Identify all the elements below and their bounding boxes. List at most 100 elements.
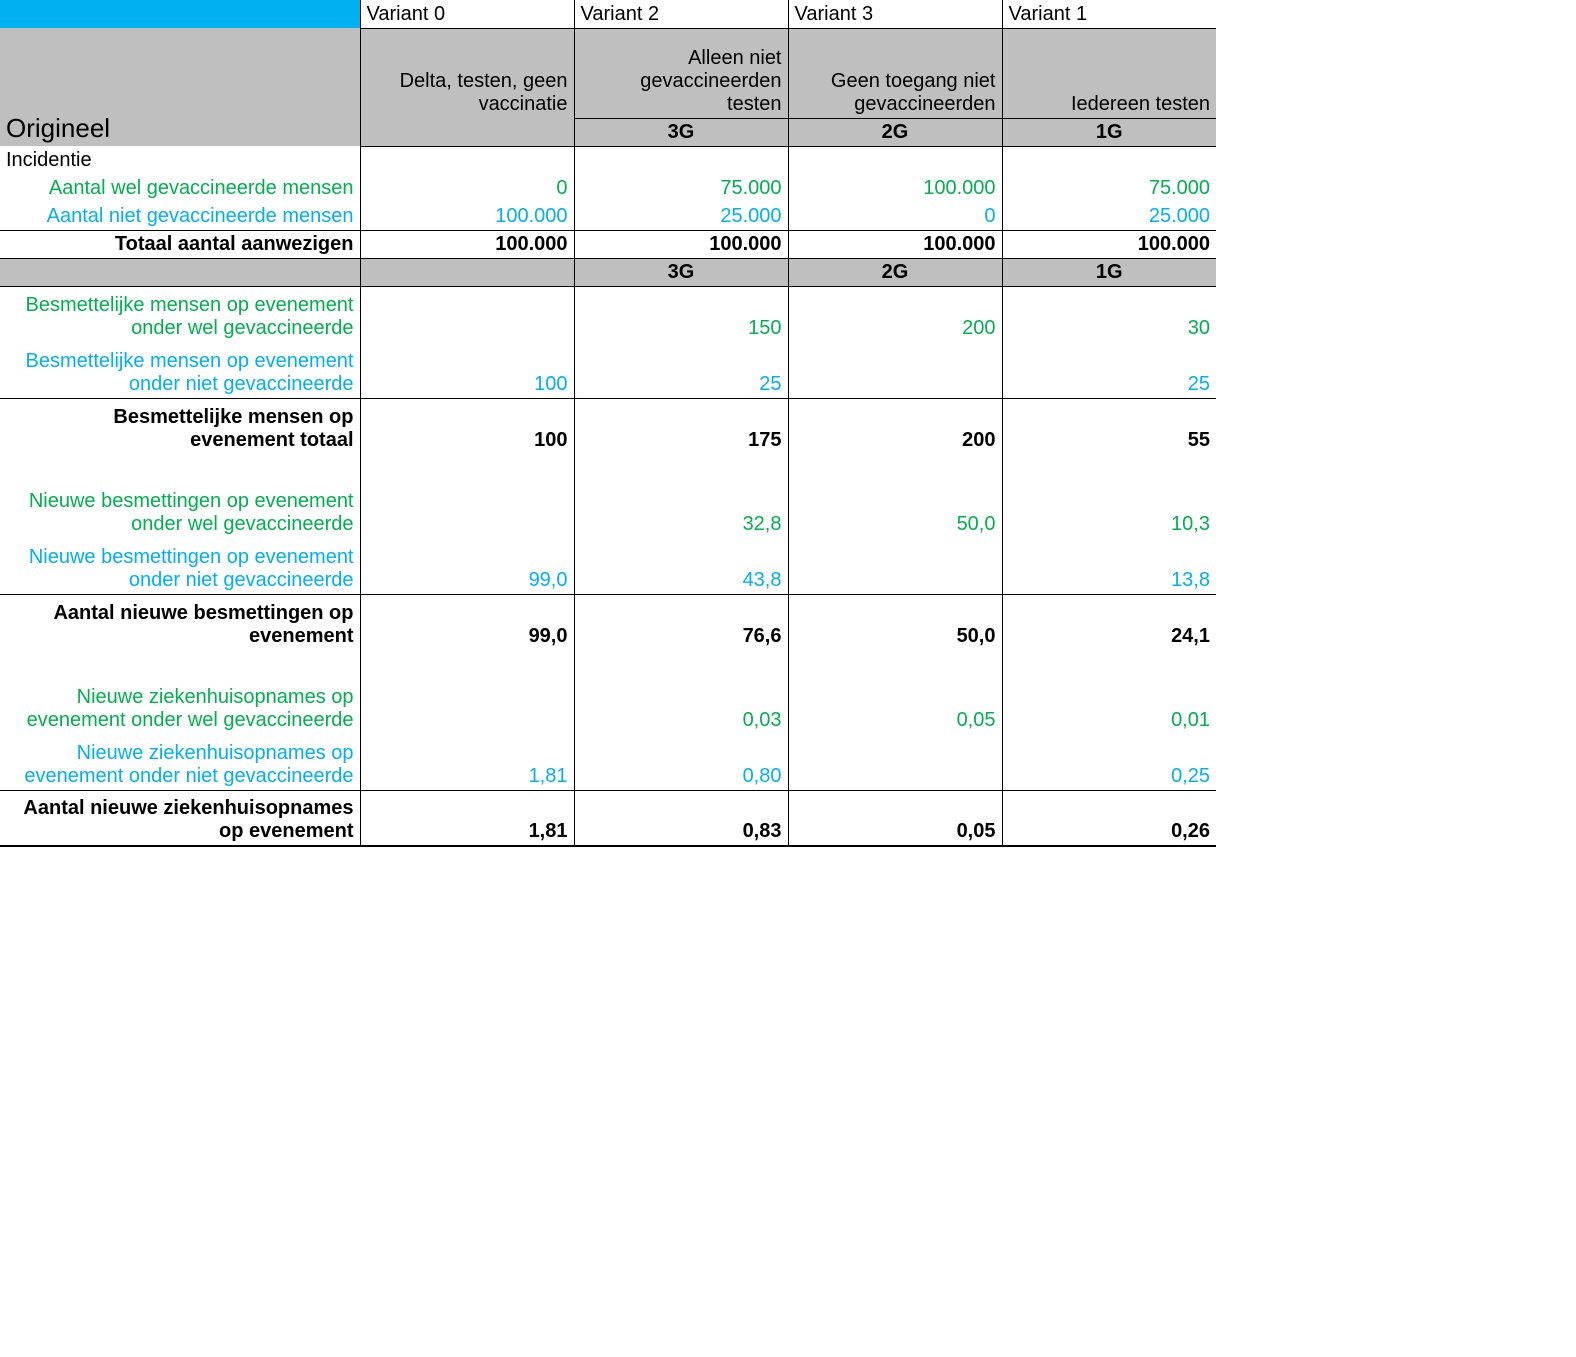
inc-unvacc-v1: 25.000 bbox=[1002, 202, 1216, 230]
nbesm-total-v2: 76,6 bbox=[574, 594, 788, 650]
inc-unvacc-v0: 100.000 bbox=[360, 202, 574, 230]
nbesm-total-v1: 24,1 bbox=[1002, 594, 1216, 650]
origineel-text: Origineel bbox=[6, 113, 110, 143]
desc-variant-0: Delta, testen, geen vaccinatie bbox=[360, 28, 574, 118]
nbesm-total-v0: 99,0 bbox=[360, 594, 574, 650]
inc-vacc-v1: 75.000 bbox=[1002, 174, 1216, 202]
spacer-row-1 bbox=[0, 454, 1216, 482]
nbesm-total-label: Aantal nieuwe besmettingen op evenement bbox=[0, 594, 360, 650]
nbesm-vacc-v3: 50,0 bbox=[788, 482, 1002, 538]
mid-g-0 bbox=[360, 258, 574, 286]
incidentie-unvacc-row: Aantal niet gevaccineerde mensen 100.000… bbox=[0, 202, 1216, 230]
origineel-label: Origineel bbox=[0, 28, 360, 146]
besm-unvacc-label: Besmettelijke mensen op evenement onder … bbox=[0, 342, 360, 398]
desc-variant-1: Iedereen testen bbox=[1002, 28, 1216, 118]
inc-total-v1: 100.000 bbox=[1002, 230, 1216, 258]
zh-unvacc-label: Nieuwe ziekenhuisopnames op evenement on… bbox=[0, 734, 360, 790]
header-descriptions-row: Origineel Delta, testen, geen vaccinatie… bbox=[0, 28, 1216, 118]
inc-unvacc-label: Aantal niet gevaccineerde mensen bbox=[0, 202, 360, 230]
mid-g-1g: 1G bbox=[1002, 258, 1216, 286]
inc-unvacc-v2: 25.000 bbox=[574, 202, 788, 230]
mid-g-2g: 2G bbox=[788, 258, 1002, 286]
inc-unvacc-v3: 0 bbox=[788, 202, 1002, 230]
header-variant-3: Variant 3 bbox=[788, 0, 1002, 28]
zh-vacc-v1: 0,01 bbox=[1002, 678, 1216, 734]
inc-total-v2: 100.000 bbox=[574, 230, 788, 258]
spacer-row-2 bbox=[0, 650, 1216, 678]
nbesm-unvacc-v1: 13,8 bbox=[1002, 538, 1216, 594]
besm-total-label: Besmettelijke mensen op evenement totaal bbox=[0, 398, 360, 454]
nbesm-total-row: Aantal nieuwe besmettingen op evenement … bbox=[0, 594, 1216, 650]
besm-unvacc-v1: 25 bbox=[1002, 342, 1216, 398]
zh-total-row: Aantal nieuwe ziekenhuisopnames op evene… bbox=[0, 790, 1216, 846]
zh-vacc-v0 bbox=[360, 678, 574, 734]
inc-vacc-label: Aantal wel gevaccineerde mensen bbox=[0, 174, 360, 202]
inc-total-v0: 100.000 bbox=[360, 230, 574, 258]
incidentie-vacc-row: Aantal wel gevaccineerde mensen 0 75.000… bbox=[0, 174, 1216, 202]
besm-total-row: Besmettelijke mensen op evenement totaal… bbox=[0, 398, 1216, 454]
nbesm-vacc-v0 bbox=[360, 482, 574, 538]
header-blank bbox=[0, 0, 360, 28]
nbesm-unvacc-row: Nieuwe besmettingen op evenement onder n… bbox=[0, 538, 1216, 594]
nbesm-vacc-v1: 10,3 bbox=[1002, 482, 1216, 538]
zh-total-v1: 0,26 bbox=[1002, 790, 1216, 846]
g-label-3g: 3G bbox=[574, 118, 788, 146]
nbesm-unvacc-label: Nieuwe besmettingen op evenement onder n… bbox=[0, 538, 360, 594]
zh-vacc-label: Nieuwe ziekenhuisopnames op evenement on… bbox=[0, 678, 360, 734]
zh-total-v2: 0,83 bbox=[574, 790, 788, 846]
zh-unvacc-v3 bbox=[788, 734, 1002, 790]
zh-total-label: Aantal nieuwe ziekenhuisopnames op evene… bbox=[0, 790, 360, 846]
desc-variant-2: Alleen niet gevaccineerden testen bbox=[574, 28, 788, 118]
besm-total-v1: 55 bbox=[1002, 398, 1216, 454]
mid-g-blank bbox=[0, 258, 360, 286]
incidentie-total-row: Totaal aantal aanwezigen 100.000 100.000… bbox=[0, 230, 1216, 258]
besm-vacc-label: Besmettelijke mensen op evenement onder … bbox=[0, 286, 360, 342]
besm-vacc-v1: 30 bbox=[1002, 286, 1216, 342]
zh-unvacc-row: Nieuwe ziekenhuisopnames op evenement on… bbox=[0, 734, 1216, 790]
zh-vacc-row: Nieuwe ziekenhuisopnames op evenement on… bbox=[0, 678, 1216, 734]
nbesm-vacc-row: Nieuwe besmettingen op evenement onder w… bbox=[0, 482, 1216, 538]
zh-unvacc-v1: 0,25 bbox=[1002, 734, 1216, 790]
inc-total-v3: 100.000 bbox=[788, 230, 1002, 258]
zh-total-v0: 1,81 bbox=[360, 790, 574, 846]
besm-vacc-v3: 200 bbox=[788, 286, 1002, 342]
mid-g-row: 3G 2G 1G bbox=[0, 258, 1216, 286]
besm-vacc-v0 bbox=[360, 286, 574, 342]
variant-comparison-table: Variant 0 Variant 2 Variant 3 Variant 1 … bbox=[0, 0, 1216, 847]
g-label-1g: 1G bbox=[1002, 118, 1216, 146]
inc-total-label: Totaal aantal aanwezigen bbox=[0, 230, 360, 258]
zh-unvacc-v2: 0,80 bbox=[574, 734, 788, 790]
header-variant-2: Variant 2 bbox=[574, 0, 788, 28]
besm-vacc-v2: 150 bbox=[574, 286, 788, 342]
besm-vacc-row: Besmettelijke mensen op evenement onder … bbox=[0, 286, 1216, 342]
zh-vacc-v2: 0,03 bbox=[574, 678, 788, 734]
besm-unvacc-row: Besmettelijke mensen op evenement onder … bbox=[0, 342, 1216, 398]
nbesm-total-v3: 50,0 bbox=[788, 594, 1002, 650]
nbesm-unvacc-v3 bbox=[788, 538, 1002, 594]
nbesm-unvacc-v0: 99,0 bbox=[360, 538, 574, 594]
besm-total-v0: 100 bbox=[360, 398, 574, 454]
zh-vacc-v3: 0,05 bbox=[788, 678, 1002, 734]
zh-unvacc-v0: 1,81 bbox=[360, 734, 574, 790]
mid-g-3g: 3G bbox=[574, 258, 788, 286]
inc-vacc-v0: 0 bbox=[360, 174, 574, 202]
besm-total-v2: 175 bbox=[574, 398, 788, 454]
incidentie-title-row: Incidentie bbox=[0, 146, 1216, 174]
besm-unvacc-v0: 100 bbox=[360, 342, 574, 398]
g-label-0 bbox=[360, 118, 574, 146]
nbesm-vacc-label: Nieuwe besmettingen op evenement onder w… bbox=[0, 482, 360, 538]
header-variant-1: Variant 1 bbox=[1002, 0, 1216, 28]
header-variant-0: Variant 0 bbox=[360, 0, 574, 28]
zh-total-v3: 0,05 bbox=[788, 790, 1002, 846]
besm-unvacc-v2: 25 bbox=[574, 342, 788, 398]
nbesm-unvacc-v2: 43,8 bbox=[574, 538, 788, 594]
incidentie-title: Incidentie bbox=[0, 146, 360, 174]
header-variants-row: Variant 0 Variant 2 Variant 3 Variant 1 bbox=[0, 0, 1216, 28]
inc-vacc-v3: 100.000 bbox=[788, 174, 1002, 202]
desc-variant-3: Geen toegang niet gevaccineerden bbox=[788, 28, 1002, 118]
besm-total-v3: 200 bbox=[788, 398, 1002, 454]
nbesm-vacc-v2: 32,8 bbox=[574, 482, 788, 538]
besm-unvacc-v3 bbox=[788, 342, 1002, 398]
inc-vacc-v2: 75.000 bbox=[574, 174, 788, 202]
g-label-2g: 2G bbox=[788, 118, 1002, 146]
